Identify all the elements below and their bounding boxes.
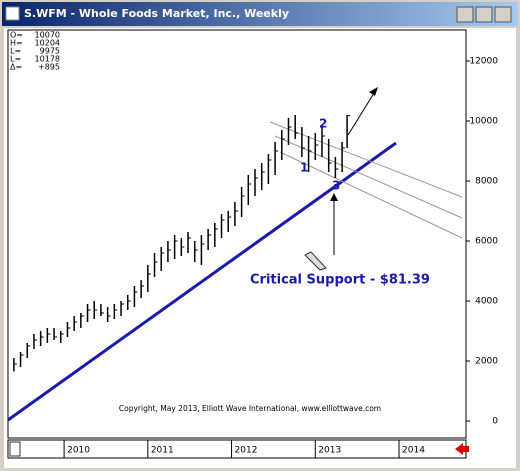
x-tick-label: 2011	[151, 446, 174, 456]
support-trendline	[7, 141, 397, 422]
scroll-arrow[interactable]	[455, 443, 469, 455]
arrow-head	[330, 193, 338, 201]
y-tick-label: 2000	[475, 356, 498, 366]
title-bar	[2, 2, 518, 26]
scroll-thumb[interactable]	[9, 441, 21, 457]
info-value: 10204	[35, 39, 60, 48]
y-tick-label: 6000	[475, 236, 498, 246]
y-tick-label: 12000	[469, 56, 498, 66]
info-label: Δ=	[10, 63, 22, 72]
minimize-button[interactable]	[456, 6, 474, 23]
info-value: 9975	[40, 47, 60, 56]
chart-background	[4, 28, 516, 468]
copyright: Copyright, May 2013, Elliott Wave Intern…	[119, 404, 381, 413]
window-icon	[5, 6, 20, 21]
y-tick-label: 10000	[469, 116, 498, 126]
x-tick-label: 2013	[318, 446, 341, 456]
x-tick-label: 2014	[402, 446, 425, 456]
support-label: Critical Support - $81.39	[250, 273, 430, 288]
info-label: O=	[10, 31, 23, 40]
wave-label: 2	[319, 117, 327, 131]
info-value: 10178	[35, 55, 60, 64]
channel-line	[279, 151, 463, 239]
y-tick-label: 0	[492, 416, 498, 426]
window-title: S.WFM - Whole Foods Market, Inc., Weekly	[24, 7, 289, 20]
channel-line	[274, 135, 463, 219]
y-tick-label: 4000	[475, 296, 498, 306]
wave-label: 1	[300, 161, 308, 175]
info-label: H=	[10, 39, 23, 48]
arrow	[347, 89, 377, 136]
arrow-head	[369, 87, 378, 96]
wave-label: 3	[332, 179, 340, 193]
maximize-button[interactable]	[475, 6, 493, 23]
x-tick-label: 2010	[67, 446, 90, 456]
close-button[interactable]	[494, 6, 512, 23]
x-tick-label: 2012	[235, 446, 258, 456]
info-value: 10070	[35, 31, 60, 40]
info-label: L=	[10, 55, 21, 64]
info-value: +895	[38, 63, 60, 72]
ohlc-info: O= 10070 H= 10204 L= 9975 L= 10178 Δ= +895	[10, 31, 60, 72]
plot-frame	[7, 29, 467, 439]
pencil-icon	[304, 251, 327, 271]
y-tick-label: 8000	[475, 176, 498, 186]
info-label: L=	[10, 47, 21, 56]
